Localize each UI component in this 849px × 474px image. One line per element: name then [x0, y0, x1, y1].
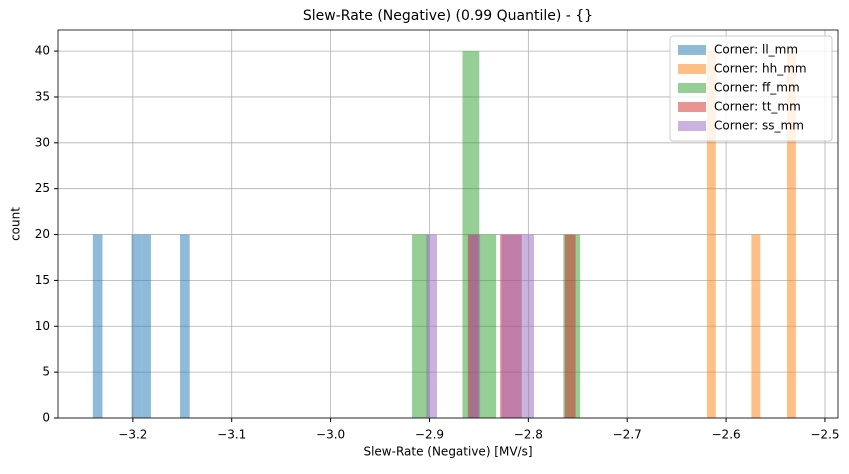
histogram-bar	[469, 234, 481, 418]
y-tick-label: 35	[35, 89, 50, 103]
x-tick-label: −3.2	[118, 428, 147, 442]
x-tick-label: −2.8	[514, 428, 543, 442]
legend-swatch	[678, 83, 706, 93]
y-tick-label: 15	[35, 273, 50, 287]
histogram-bar	[501, 234, 513, 418]
y-tick-label: 30	[35, 135, 50, 149]
y-tick-label: 0	[42, 411, 50, 425]
x-tick-label: −3.1	[217, 428, 246, 442]
x-tick-label: −3.0	[316, 428, 345, 442]
chart-title: Slew-Rate (Negative) (0.99 Quantile) - {…	[303, 8, 593, 24]
y-tick-label: 20	[35, 227, 50, 241]
x-tick-label: −2.6	[712, 428, 741, 442]
y-tick-label: 25	[35, 181, 50, 195]
x-tick-label: −2.7	[613, 428, 642, 442]
histogram-bar	[180, 234, 190, 418]
legend-swatch	[678, 102, 706, 112]
legend-label: Corner: ll_mm	[714, 43, 798, 57]
y-tick-label: 40	[35, 44, 50, 58]
plot-frame	[57, 29, 839, 419]
histogram-bar	[426, 234, 437, 418]
legend-swatch	[678, 121, 706, 131]
legend-label: Corner: ff_mm	[714, 81, 800, 95]
legend-swatch	[678, 64, 706, 74]
histogram-bar	[786, 51, 796, 419]
histogram-bar	[479, 234, 497, 418]
x-tick-label: −2.9	[415, 428, 444, 442]
y-axis-label: count	[9, 207, 23, 241]
histogram-bar	[92, 234, 103, 418]
x-tick-label: −2.5	[810, 428, 839, 442]
histogram-bar	[131, 234, 142, 418]
y-tick-label: 10	[35, 319, 50, 333]
histogram-bar	[412, 234, 429, 418]
histogram-bar	[706, 51, 716, 419]
histogram-bar	[512, 234, 524, 418]
legend-box	[669, 35, 833, 142]
histogram-bar	[141, 234, 151, 418]
histogram-bar	[751, 234, 761, 418]
histogram-bar	[523, 234, 534, 418]
legend-label: Corner: ss_mm	[714, 119, 804, 133]
y-tick-label: 5	[42, 365, 50, 379]
legend-label: Corner: hh_mm	[714, 62, 807, 76]
histogram-bar	[564, 234, 576, 418]
legend-swatch	[678, 45, 706, 55]
legend-label: Corner: tt_mm	[714, 100, 801, 114]
x-axis-label: Slew-Rate (Negative) [MV/s]	[363, 445, 532, 459]
